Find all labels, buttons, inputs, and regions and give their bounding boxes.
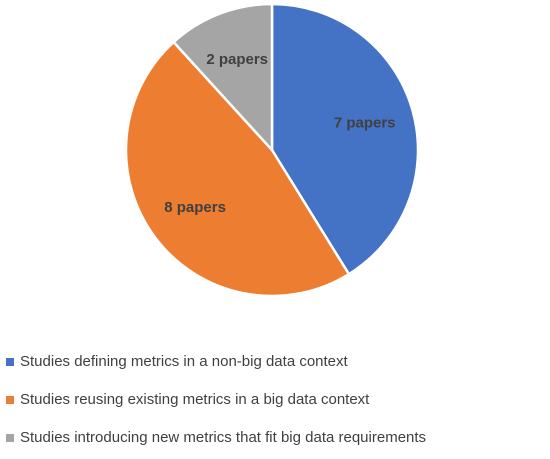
legend-label: Studies reusing existing metrics in a bi… bbox=[20, 391, 370, 408]
pie-slice bbox=[124, 40, 351, 298]
pie-slice bbox=[171, 2, 274, 154]
legend-label: Studies introducing new metrics that fit… bbox=[20, 429, 426, 446]
value-label: 2 papers bbox=[206, 51, 268, 68]
value-label: 7 papers bbox=[334, 115, 396, 132]
legend-label: Studies defining metrics in a non-big da… bbox=[20, 353, 349, 370]
value-label: 8 papers bbox=[164, 199, 226, 216]
legend-swatch bbox=[6, 358, 14, 366]
legend-swatch bbox=[6, 396, 14, 404]
legend-swatch bbox=[6, 434, 14, 442]
